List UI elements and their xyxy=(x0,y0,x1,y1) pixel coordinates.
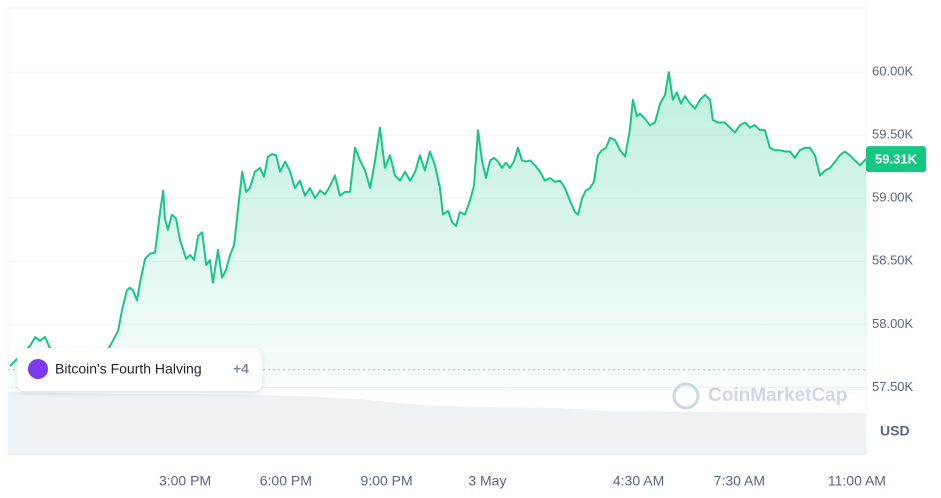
annotation-box xyxy=(17,348,262,391)
y-tick-label: 57.50K xyxy=(872,379,914,394)
x-tick-label: 6:00 PM xyxy=(260,473,312,489)
watermark: CoinMarketCap xyxy=(672,382,847,410)
area-fill xyxy=(10,72,866,395)
watermark-text: CoinMarketCap xyxy=(708,385,847,406)
y-tick-label: 59.50K xyxy=(872,127,914,142)
y-tick-label: 58.00K xyxy=(872,316,914,331)
y-axis-unit: USD xyxy=(880,423,910,439)
x-tick-label: 9:00 PM xyxy=(361,473,413,489)
y-tick-label: 60.00K xyxy=(872,64,914,79)
x-tick-label: 7:30 AM xyxy=(714,473,765,489)
watermark-logo xyxy=(672,382,700,410)
plot-layer: 57.50K 58.00K 58.50K 59.00K 59.50K 60.00K 3:00… xyxy=(8,64,914,489)
annotation[interactable]: Bitcoin's Fourth Halving +4 xyxy=(17,348,262,391)
x-tick-label: 3:00 PM xyxy=(159,473,211,489)
annotation-count: +4 xyxy=(233,361,249,377)
volume-area xyxy=(8,392,866,455)
current-price-badge xyxy=(866,146,926,173)
y-tick-label: 59.00K xyxy=(872,190,914,205)
current-price-label: 59.31K xyxy=(875,152,918,167)
y-tick-label: 58.50K xyxy=(872,253,914,268)
annotation-icon xyxy=(28,359,48,379)
price-line xyxy=(9,71,867,367)
x-tick-label: 11:00 AM xyxy=(828,473,886,489)
annotation-label: Bitcoin's Fourth Halving xyxy=(55,361,202,377)
x-tick-label: 3 May xyxy=(468,473,506,489)
x-tick-label: 4:30 AM xyxy=(613,473,664,489)
